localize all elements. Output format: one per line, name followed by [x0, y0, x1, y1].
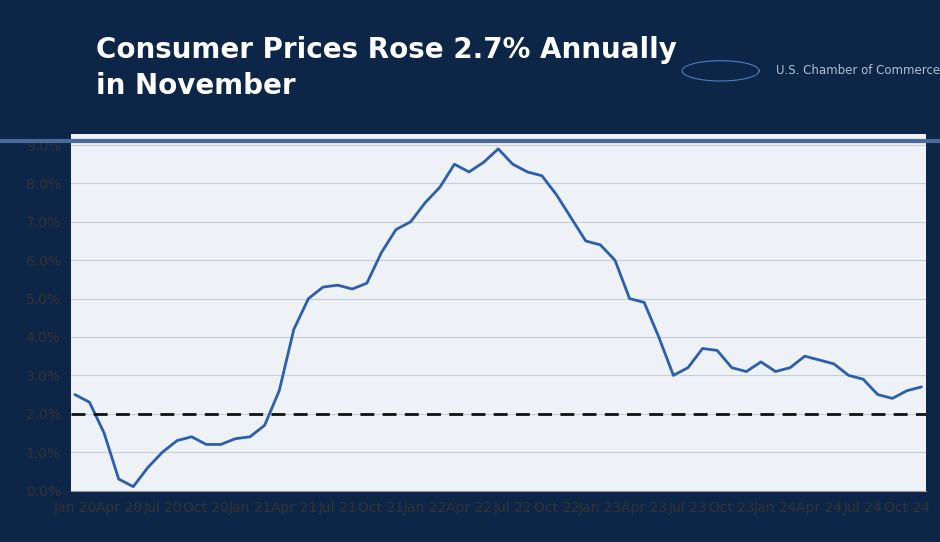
Text: Consumer Prices Rose 2.7% Annually
in November: Consumer Prices Rose 2.7% Annually in No…	[96, 36, 677, 100]
Text: U.S. Chamber of Commerce: U.S. Chamber of Commerce	[776, 64, 940, 78]
